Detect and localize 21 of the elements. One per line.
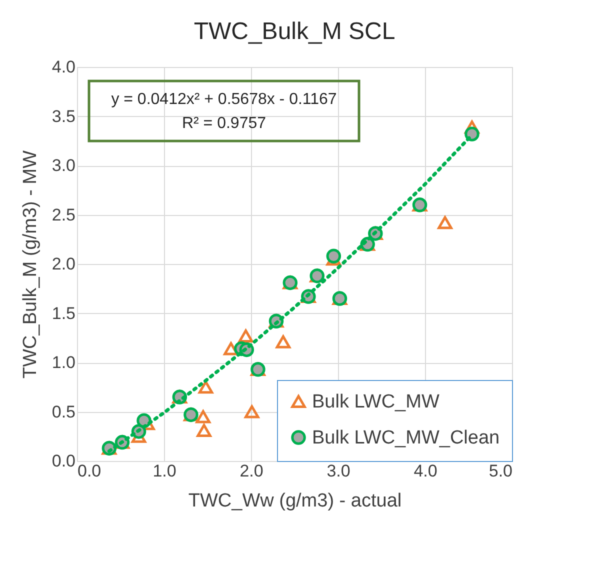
x-tick-label: 5.0 — [488, 462, 512, 480]
y-tick-label: 4.0 — [52, 58, 76, 76]
x-tick-label: 3.0 — [326, 462, 350, 480]
y-tick-label: 2.5 — [52, 205, 76, 224]
annotation: y = 0.0412x² + 0.5678x - 0.1167 — [111, 91, 337, 108]
x-tick-label: 2.0 — [240, 462, 264, 480]
y-axis-title: TWC_Bulk_M (g/m3) - MW — [20, 150, 41, 378]
y-tick-label: 3.5 — [52, 106, 76, 126]
chart-title: TWC_Bulk_M SCL — [194, 18, 396, 45]
x-tick-label: 0.0 — [78, 462, 102, 480]
y-tick-label: 3.0 — [52, 156, 76, 175]
legend-label: Bulk LWC_MW — [312, 392, 440, 412]
y-tick-label: 1.5 — [52, 304, 76, 323]
x-tick-label: 1.0 — [152, 462, 176, 480]
x-axis-title: TWC_Ww (g/m3) - actual — [188, 490, 402, 512]
x-tick-label: 4.0 — [414, 462, 438, 480]
annotation: R² = 0.9757 — [182, 115, 266, 132]
y-tick-label: 2.0 — [52, 254, 76, 274]
y-tick-label: 0.5 — [52, 402, 76, 422]
legend-label: Bulk LWC_MW_Clean — [312, 428, 500, 448]
y-tick-label: 1.0 — [52, 353, 76, 372]
